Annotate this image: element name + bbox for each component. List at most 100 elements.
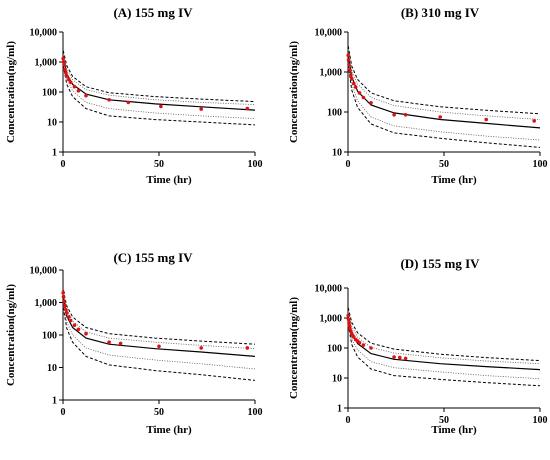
lower-pi-line [62,307,256,381]
upper-pi-line [347,307,541,362]
upper-ci-line [347,50,541,120]
x-tick-label: 0 [346,159,351,170]
y-tick-label: 1 [337,404,342,415]
y-tick-label: 1,000 [320,314,343,325]
observed-point [347,320,351,325]
observed-point [68,80,73,85]
observed-point [84,93,88,98]
upper-pi-line [62,50,256,103]
observed-point [61,295,66,299]
y-tick-label: 10,000 [315,284,343,295]
median-line [62,56,256,111]
observed-point [107,340,111,345]
panel-title: (C) 155 mg IV [113,250,193,265]
observed-point [65,74,69,78]
observed-point [157,344,161,349]
observed-point [67,77,71,82]
observed-point [72,84,77,89]
chart-panel-1: (A) 155 mg IV 1 10 100 1,000 10,000 0 50 100 Time… [5,5,263,186]
observed-point [392,355,396,359]
observed-point [369,101,373,105]
observed-point [63,67,67,72]
observed-point [61,60,66,64]
chart-panel-3: (C) 155 mg IV 1 10 100 1,000 10,000 0 50 100 Time… [5,250,263,436]
x-axis-label: Time (hr) [431,174,477,186]
observed-point [369,346,373,350]
upper-ci-line [347,311,541,365]
observed-point [67,315,71,319]
upper-ci-line [62,293,256,350]
y-tick-label: 10 [47,118,57,129]
y-tick-label: 1 [52,148,57,159]
lower-pi-line [347,324,541,387]
x-tick-label: 100 [533,159,548,170]
observed-point [438,115,443,119]
lower-ci-line [347,59,541,141]
observed-point [403,356,408,361]
y-tick-label: 10,000 [30,28,58,39]
observed-point [65,311,69,315]
observed-point [361,95,366,100]
observed-point [61,290,65,295]
x-tick-label: 50 [154,407,164,418]
observed-point [357,340,362,345]
x-tick-label: 100 [533,415,548,426]
upper-ci-line [62,53,256,105]
lower-ci-line [62,60,256,119]
observed-point [76,327,81,332]
chart-panel-4: (D) 155 mg IV 1 10 100 1,000 10,000 0 50 100 Time… [288,256,548,436]
observed-point [245,106,250,111]
y-tick-label: 100 [42,88,57,99]
observed-point [348,326,352,331]
observed-point [346,58,351,62]
upper-pi-line [347,45,541,115]
median-line [347,55,541,129]
observed-point [118,341,123,346]
y-tick-label: 1,000 [35,298,58,309]
observed-point [357,91,362,95]
observed-point [352,335,356,339]
observed-point [84,331,88,336]
y-tick-label: 100 [42,331,57,342]
panel-title: (B) 310 mg IV [401,5,480,20]
y-tick-label: 1,000 [320,68,343,79]
x-tick-label: 0 [61,407,66,418]
y-tick-label: 10,000 [30,266,58,277]
chart-panel-2: (B) 310 mg IV 10 100 1,000 10,000 0 50 100 Time … [288,5,548,186]
observed-point [245,346,250,350]
y-axis-label: Concentration(ng/ml) [288,41,300,143]
observed-point [347,63,351,67]
observed-point [199,346,203,350]
observed-point [68,318,73,323]
panel-title: (D) 155 mg IV [400,256,480,271]
observed-point [403,113,408,117]
x-tick-label: 0 [61,159,66,170]
x-tick-label: 50 [154,159,164,170]
y-tick-label: 1 [52,396,57,407]
x-axis-label: Time (hr) [146,424,192,436]
observed-point [64,307,68,312]
observed-point [361,343,366,347]
lower-ci-line [347,320,541,380]
y-tick-label: 10 [332,148,342,159]
y-tick-label: 10 [332,374,342,385]
y-axis-label: Concentration(ng/ml) [5,284,17,386]
y-tick-label: 10 [47,363,57,374]
observed-point [64,71,68,75]
observed-point [398,355,402,360]
observed-point [349,73,353,77]
x-axis-label: Time (hr) [146,174,192,186]
panel-title: (A) 155 mg IV [113,5,193,20]
observed-point [76,89,81,93]
y-axis-label: Concentration(ng/ml) [5,41,17,143]
observed-point [72,323,77,328]
observed-point [532,119,536,123]
lower-pi-line [347,64,541,148]
median-line [347,315,541,371]
x-tick-label: 100 [248,407,263,418]
y-axis-label: Concentration(ng/ml) [288,297,300,399]
y-tick-label: 100 [327,108,342,119]
observed-point [352,81,356,86]
x-tick-label: 100 [248,159,263,170]
